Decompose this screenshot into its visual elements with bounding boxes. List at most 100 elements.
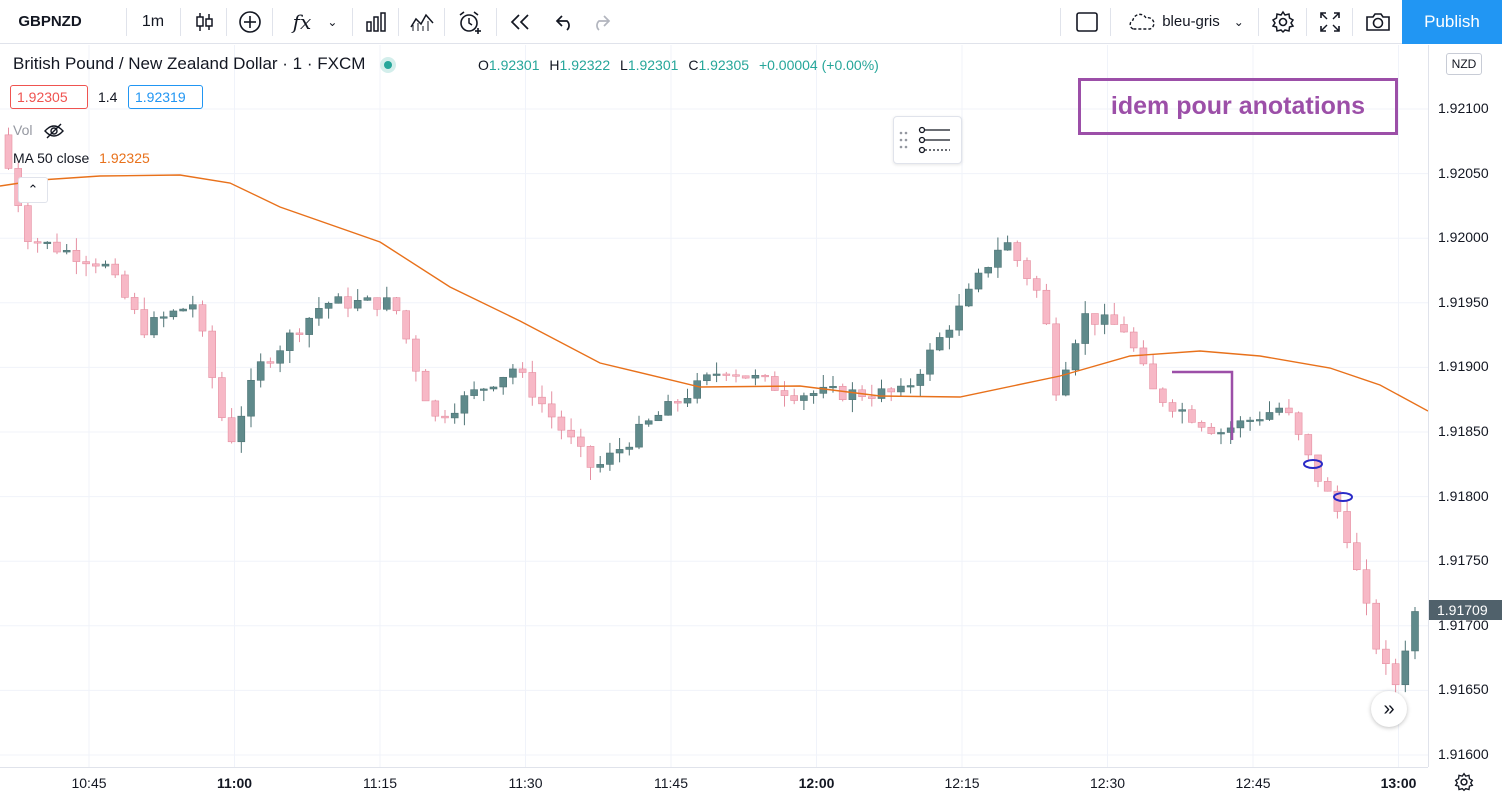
candle-body (1071, 343, 1080, 371)
chart-settings-icon[interactable] (1454, 772, 1474, 792)
candle-body (159, 316, 168, 319)
candle-body (654, 414, 663, 422)
candle-body (926, 349, 934, 375)
collapse-legend-button[interactable]: ⌃ (18, 177, 48, 203)
symbol-title[interactable]: British Pound / New Zealand Dollar · 1 ·… (13, 54, 366, 73)
candle-body (489, 386, 498, 390)
candle-body (1062, 369, 1070, 396)
candle-body (1236, 420, 1245, 429)
candle-body (770, 376, 779, 391)
financials-button[interactable] (356, 0, 396, 43)
ma-label[interactable]: MA 50 close (13, 150, 90, 166)
price-tick-label: 1.92050 (1438, 164, 1489, 181)
annotation-ellipse (1333, 492, 1353, 502)
publish-button[interactable]: Publish (1402, 0, 1502, 44)
save-layout-button[interactable]: bleu-gris ⌄ (1116, 0, 1254, 43)
candle-body (33, 241, 42, 244)
object-tree-icon[interactable] (918, 125, 952, 155)
indicators-button[interactable]: fx ⌄ (280, 0, 350, 43)
candle-body (62, 250, 71, 253)
close-label: C (688, 57, 699, 73)
time-tick-label: 12:15 (944, 775, 980, 791)
time-tick-label: 12:45 (1235, 775, 1271, 791)
high-value: 1.92322 (559, 57, 611, 73)
price-chart[interactable] (0, 45, 1428, 767)
toolbar-divider (1060, 8, 1061, 36)
candle-body (829, 386, 837, 389)
candle-body (848, 389, 857, 400)
interval-button[interactable]: 1m (141, 12, 165, 30)
drag-handle-icon[interactable] (899, 130, 909, 150)
candle-style-button[interactable] (184, 0, 224, 43)
candle-body (276, 350, 284, 364)
sell-price-box[interactable]: 1.92305 (10, 85, 88, 109)
candle-body (916, 373, 925, 386)
candle-body (790, 395, 799, 401)
fullscreen-button[interactable] (1310, 0, 1350, 43)
candle-body (1362, 569, 1371, 604)
symbol-search-button[interactable]: GBPNZD (18, 13, 82, 30)
candle-body (1120, 324, 1128, 333)
time-axis[interactable] (0, 767, 1428, 800)
change-value: +0.00004 (+0.00%) (758, 57, 879, 73)
candle-body (1178, 409, 1186, 412)
ma-legend: MA 50 close 1.92325 (13, 150, 150, 166)
candle-body (877, 388, 886, 399)
candle-body (1372, 602, 1380, 650)
candle-body (703, 374, 711, 382)
template-icon (410, 13, 434, 31)
price-tick-label: 1.92100 (1438, 100, 1489, 116)
candle-body (1323, 481, 1332, 492)
floating-drawing-toolbar[interactable] (893, 116, 962, 164)
settings-button[interactable] (1262, 0, 1304, 43)
open-label: O (478, 57, 489, 73)
candle-body (402, 310, 411, 340)
candle-body (53, 241, 61, 253)
redo-button[interactable] (584, 0, 618, 43)
candle-body (1188, 409, 1196, 423)
top-toolbar: GBPNZD 1m fx ⌄ bleu-gris ⌄ (0, 0, 1502, 44)
price-tick-label: 1.91600 (1438, 746, 1489, 762)
scroll-to-realtime-button[interactable]: » (1371, 691, 1407, 727)
candle-body (101, 263, 110, 267)
candle-body (121, 274, 129, 298)
candle-body (344, 296, 352, 309)
templates-button[interactable] (402, 0, 442, 43)
candle-body (1411, 611, 1419, 652)
currency-label[interactable]: NZD (1446, 53, 1482, 75)
toolbar-divider (1352, 8, 1353, 36)
price-tick-label: 1.91900 (1438, 358, 1489, 375)
layout-button[interactable] (1066, 0, 1108, 43)
compare-button[interactable] (230, 0, 270, 43)
snapshot-button[interactable] (1356, 0, 1400, 43)
candle-body (1168, 402, 1177, 412)
buy-price-box[interactable]: 1.92319 (128, 85, 203, 109)
candle-body (1353, 542, 1361, 571)
price-tick-label: 1.92000 (1438, 229, 1489, 246)
candle-body (547, 403, 556, 418)
candle-body (819, 386, 828, 394)
candle-body (4, 134, 13, 169)
undo-button[interactable] (548, 0, 582, 43)
candle-body (24, 205, 32, 242)
replay-button[interactable] (502, 0, 538, 43)
candle-body (606, 452, 614, 465)
candle-body (751, 375, 760, 379)
toolbar-divider (1110, 8, 1111, 36)
eye-crossed-icon[interactable] (44, 123, 65, 139)
candle-body (450, 412, 459, 419)
candle-body (1197, 422, 1206, 428)
price-axis[interactable] (1428, 45, 1502, 767)
candle-body (111, 263, 119, 276)
annotation-text-box[interactable]: idem pour anotations (1078, 78, 1398, 135)
chart-pane[interactable] (0, 45, 1428, 767)
candle-body (712, 373, 721, 376)
redo-icon (596, 14, 611, 31)
candle-body (92, 263, 100, 267)
alert-button[interactable] (448, 0, 492, 43)
candle-body (305, 317, 314, 335)
close-value: 1.92305 (698, 57, 750, 73)
candle-body (615, 449, 624, 454)
ma-value: 1.92325 (99, 150, 150, 166)
annotation-path (1172, 370, 1234, 440)
